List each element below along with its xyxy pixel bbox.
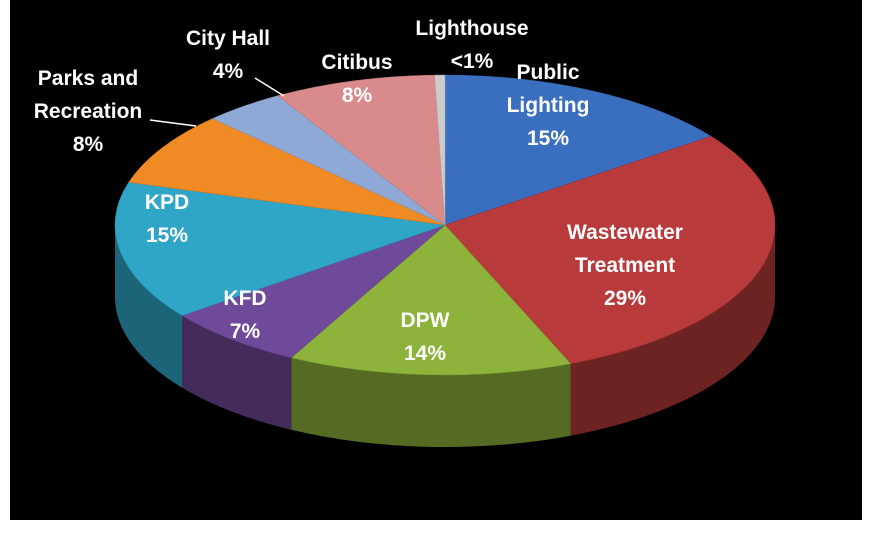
slice-side	[115, 225, 183, 388]
slice	[277, 74, 446, 226]
slice-side	[570, 225, 775, 436]
leader-line	[254, 77, 285, 97]
slice	[290, 224, 572, 376]
category-name: Citibus	[321, 51, 393, 74]
pie-tops	[114, 74, 776, 376]
category-name: City Hall	[185, 27, 271, 50]
value-label: <1%	[450, 50, 494, 73]
slice	[434, 74, 446, 226]
slice-label: Parks and Recreation 8%	[8, 62, 168, 161]
slice	[181, 224, 446, 359]
slice-label: Wastewater Treatment 29%	[540, 216, 710, 315]
category-name: Parks and Recreation	[33, 67, 143, 123]
slice	[114, 181, 446, 316]
slice-side	[182, 315, 292, 430]
category-name: DPW	[400, 309, 450, 332]
slice-label: City Hall 4%	[168, 22, 288, 88]
slice-label: Citibus 8%	[302, 46, 412, 112]
slice	[128, 118, 446, 226]
value-label: 8%	[72, 133, 104, 156]
category-name: KFD	[223, 287, 267, 310]
pie-sides	[115, 225, 775, 447]
category-name: Public Lighting	[506, 61, 590, 117]
leader-line	[149, 119, 197, 127]
value-label: 29%	[603, 287, 647, 310]
value-label: 14%	[403, 342, 447, 365]
slice-side	[291, 357, 571, 447]
slice-label: Lighthouse <1%	[402, 12, 542, 78]
slice-label: Public Lighting 15%	[483, 56, 613, 155]
slice-label: DPW 14%	[370, 304, 480, 370]
value-label: 8%	[341, 84, 373, 107]
slice	[444, 74, 712, 226]
slice-label: KPD 15%	[122, 186, 212, 252]
value-label: 15%	[526, 127, 570, 150]
category-name: Wastewater Treatment	[567, 221, 683, 277]
value-label: 7%	[229, 320, 261, 343]
slice	[444, 135, 776, 364]
category-name: Lighthouse	[415, 17, 529, 40]
value-label: 15%	[145, 224, 189, 247]
value-label: 4%	[212, 60, 244, 83]
slice-label: KFD 7%	[200, 282, 290, 348]
category-name: KPD	[144, 191, 190, 214]
